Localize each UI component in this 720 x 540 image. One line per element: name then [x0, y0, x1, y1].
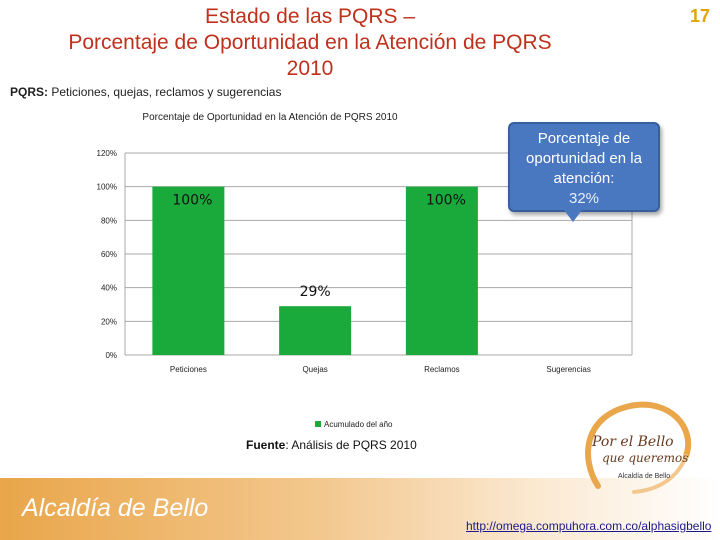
- y-tick-label: 40%: [101, 284, 117, 293]
- heart-swirl-logo-icon: Por el Bello que queremos Alcaldía de Be…: [585, 401, 692, 494]
- source-label: Fuente: [246, 438, 286, 452]
- title-line-1: Estado de las PQRS –: [204, 5, 416, 28]
- y-tick-label: 120%: [97, 149, 117, 158]
- y-tick-label: 0%: [105, 351, 117, 360]
- y-tick-label: 100%: [97, 183, 117, 192]
- x-tick-label: Reclamos: [424, 365, 460, 374]
- y-tick-label: 80%: [101, 216, 117, 225]
- chart-legend: Acumulado del año: [315, 420, 393, 429]
- legend-swatch: [315, 421, 321, 427]
- chart-bars: 100% 29% 100%: [152, 186, 478, 355]
- callout-line-3: atención:: [553, 170, 615, 187]
- bar-data-label: 100%: [172, 193, 212, 209]
- pqrs-definition-text: Peticiones, quejas, reclamos y sugerenci…: [48, 85, 282, 99]
- chart-x-axis: Peticiones Quejas Reclamos Sugerencias: [170, 365, 591, 374]
- bar: [152, 186, 225, 355]
- page-title: Estado de las PQRS – Porcentaje de Oport…: [60, 4, 560, 82]
- callout-value: 32%: [568, 190, 600, 207]
- pqrs-definition-label: PQRS:: [10, 85, 49, 99]
- callout-pointer: [564, 210, 582, 222]
- x-tick-label: Peticiones: [170, 365, 207, 374]
- page-number: 17: [689, 6, 710, 26]
- x-tick-label: Quejas: [302, 365, 327, 374]
- callout-line-2: oportunidad en la: [526, 150, 642, 167]
- bar-data-label: 100%: [426, 193, 466, 209]
- y-tick-label: 60%: [101, 250, 117, 259]
- title-line-3: 2010: [286, 57, 334, 80]
- source-text: : Análisis de PQRS 2010: [285, 438, 417, 452]
- logo-line-3: Alcaldía de Bello: [618, 473, 670, 480]
- legend-label: Acumulado del año: [324, 420, 393, 429]
- chart-title: Porcentaje de Oportunidad en la Atención…: [142, 112, 398, 123]
- y-tick-label: 20%: [101, 317, 117, 326]
- chart-y-axis: 0% 20% 40% 60% 80% 100% 120%: [97, 149, 633, 360]
- title-line-2: Porcentaje de Oportunidad en la Atención…: [68, 31, 552, 54]
- footer-url-link[interactable]: http://omega.compuhora.com.co/alphasigbe…: [466, 519, 712, 533]
- callout-line-1: Porcentaje de: [537, 130, 631, 147]
- source-note: Fuente: Análisis de PQRS 2010: [246, 438, 417, 452]
- bar-data-label: 29%: [300, 284, 331, 300]
- bar: [279, 306, 352, 355]
- x-tick-label: Sugerencias: [546, 365, 590, 374]
- footer-brand: Alcaldía de Bello: [22, 494, 209, 522]
- pqrs-definition: PQRS: Peticiones, quejas, reclamos y sug…: [10, 85, 281, 99]
- logo-line-1: Por el Bello: [591, 434, 674, 450]
- logo-line-2: que queremos: [602, 451, 688, 465]
- bar: [405, 186, 478, 355]
- footer-band: [0, 478, 720, 540]
- opportunity-callout: Porcentaje de oportunidad en la atención…: [508, 122, 660, 222]
